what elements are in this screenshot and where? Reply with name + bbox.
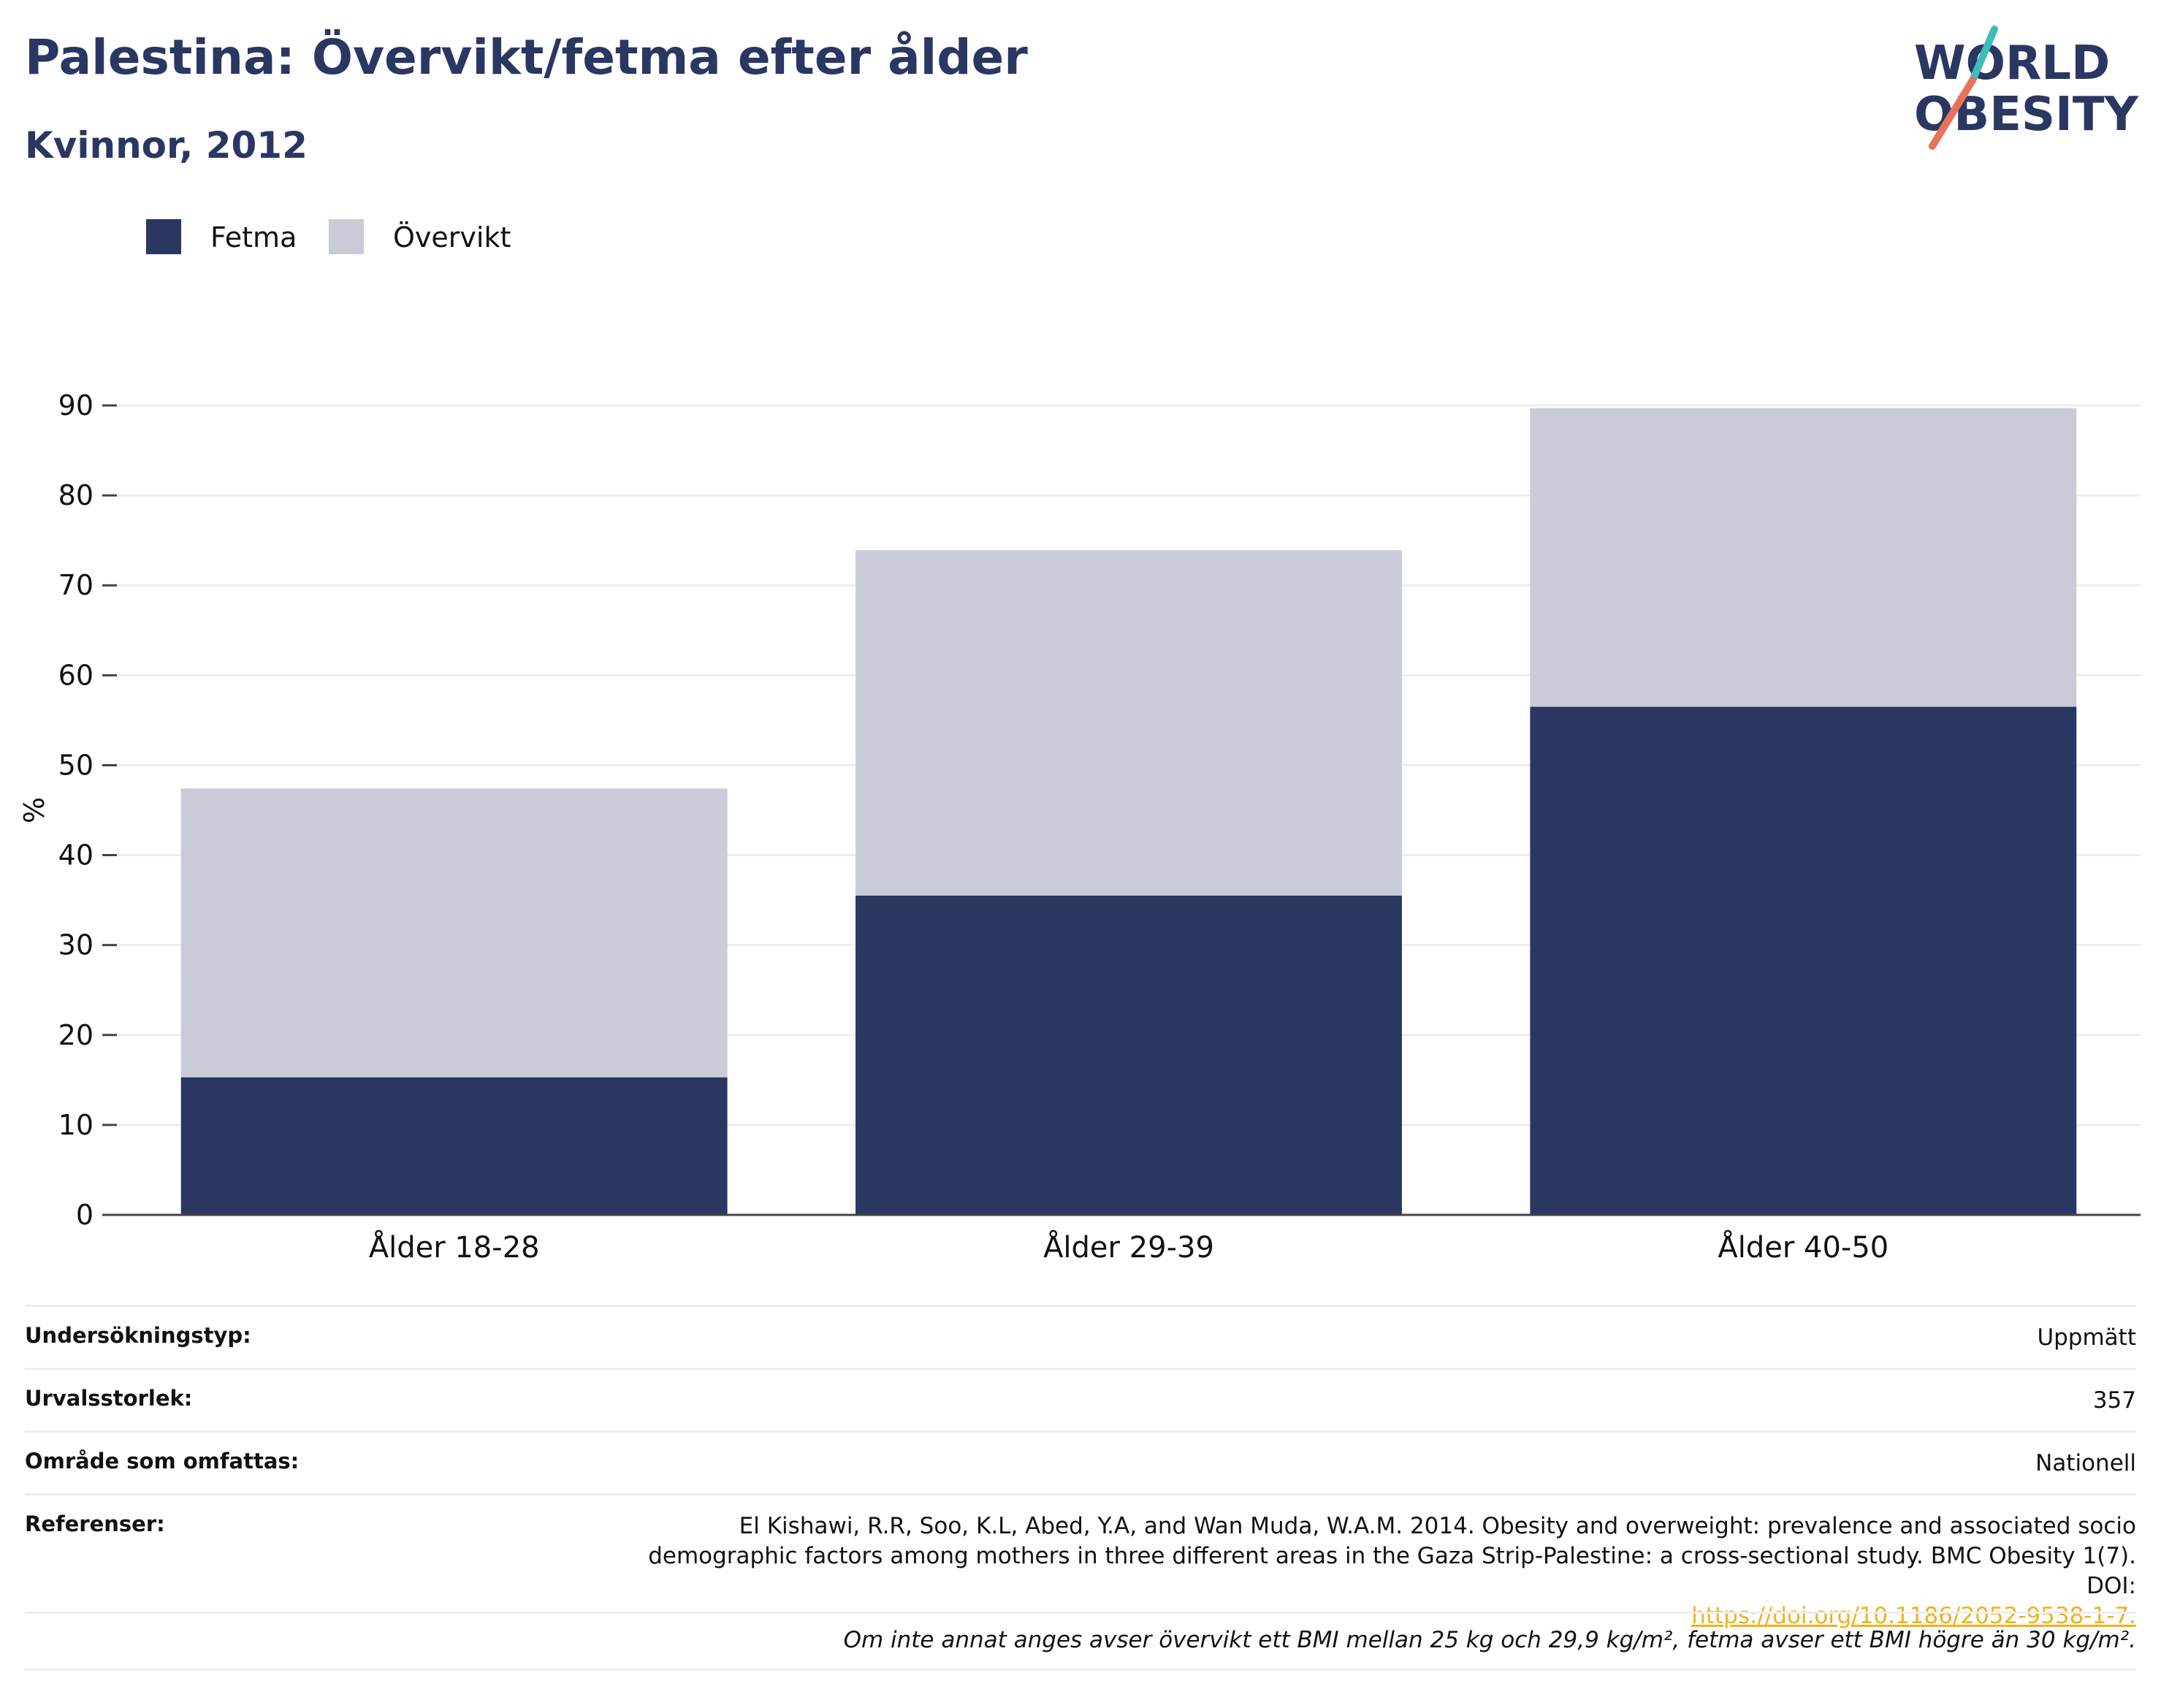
references-row: Referenser: El Kishawi, R.R, Soo, K.L, A… — [25, 1493, 2136, 1646]
chart-title: Palestina: Övervikt/fetma efter ålder — [25, 29, 1028, 85]
y-tick-label: 40 — [58, 839, 94, 872]
logo-slash-teal — [1969, 26, 1998, 84]
y-tick-labels: 0 10 20 30 40 50 60 70 80 90 — [58, 389, 117, 1231]
y-tick-label: 70 — [58, 569, 94, 601]
legend-label: Fetma — [210, 221, 297, 253]
survey-info-table: Undersökningstyp: Uppmätt Urvalsstorlek:… — [25, 1305, 2136, 1646]
doi-link[interactable]: https://doi.org/10.1186/2052-9538-1-7. — [1691, 1603, 2136, 1629]
logo-text-world: WORLD — [1914, 37, 2110, 91]
x-tick-label: Ålder 29-39 — [1043, 1229, 1214, 1265]
stacked-bar-chart: Fetma Övervikt 0 10 20 30 40 50 60 70 80 90 Ålder … — [18, 219, 2141, 1265]
footnote-divider — [25, 1669, 2136, 1671]
sample-size-row: Urvalsstorlek: 357 — [25, 1368, 2136, 1430]
legend-label: Övervikt — [393, 221, 511, 253]
y-tick-label: 90 — [58, 389, 94, 422]
logo-slash-coral — [1929, 77, 1976, 150]
bar-fetma-3[interactable] — [1530, 706, 2077, 1215]
y-axis-label: % — [18, 797, 50, 823]
area-label: Område som omfattas: — [25, 1449, 300, 1473]
sample-size-label: Urvalsstorlek: — [25, 1386, 193, 1411]
x-tick-label: Ålder 18-28 — [369, 1229, 540, 1265]
survey-type-row: Undersökningstyp: Uppmätt — [25, 1305, 2136, 1368]
world-obesity-logo: WORLD OBESITY — [1914, 26, 2138, 150]
references-label: Referenser: — [25, 1511, 165, 1536]
y-tick-label: 80 — [58, 479, 94, 511]
y-tick-label: 0 — [76, 1199, 94, 1231]
y-tick-label: 60 — [58, 659, 94, 691]
sample-size-value: 357 — [2092, 1387, 2136, 1414]
y-tick-label: 10 — [58, 1109, 94, 1141]
x-tick-label: Ålder 40-50 — [1718, 1229, 1889, 1265]
bar-fetma-1[interactable] — [180, 1077, 728, 1215]
references-text: El Kishawi, R.R, Soo, K.L, Abed, Y.A, an… — [648, 1513, 2136, 1599]
y-tick-label: 50 — [58, 749, 94, 781]
legend-swatch — [329, 219, 364, 254]
y-tick-label: 30 — [58, 929, 94, 961]
footnote: Om inte annat anges avser övervikt ett B… — [25, 1612, 2136, 1653]
bars — [180, 408, 2077, 1215]
area-row: Område som omfattas: Nationell — [25, 1430, 2136, 1493]
bar--vervikt-3[interactable] — [1530, 408, 2077, 707]
survey-type-value: Uppmätt — [2037, 1324, 2136, 1351]
x-tick-labels: Ålder 18-28 Ålder 29-39 Ålder 40-50 — [369, 1229, 1889, 1265]
legend-swatch — [146, 219, 181, 254]
chart-subtitle: Kvinnor, 2012 — [25, 124, 308, 167]
bar--vervikt-2[interactable] — [855, 550, 1402, 896]
area-value: Nationell — [2035, 1450, 2136, 1476]
references-value: El Kishawi, R.R, Soo, K.L, Abed, Y.A, an… — [602, 1511, 2136, 1631]
y-tick-label: 20 — [58, 1019, 94, 1051]
legend: Fetma Övervikt — [146, 219, 511, 254]
bar--vervikt-1[interactable] — [180, 788, 728, 1078]
survey-type-label: Undersökningstyp: — [25, 1323, 251, 1348]
bar-fetma-2[interactable] — [855, 895, 1402, 1215]
